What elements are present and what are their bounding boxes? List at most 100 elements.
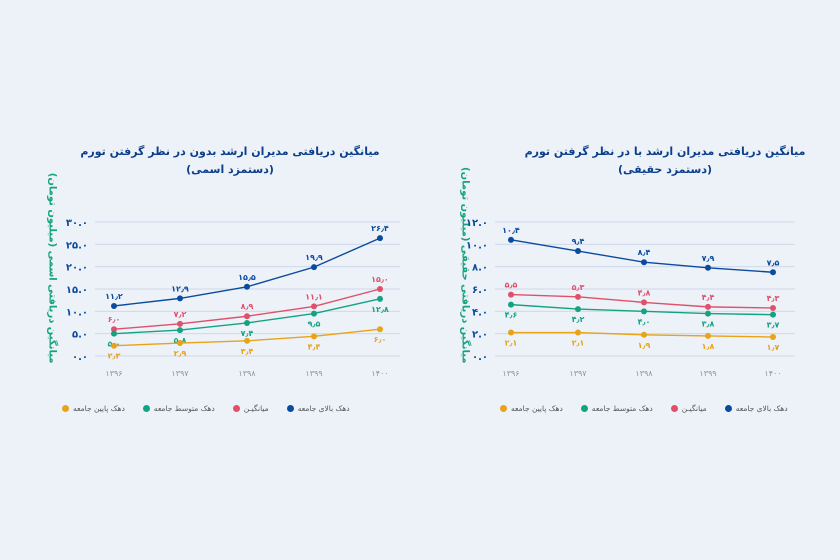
data-label: ۷٫۵: [767, 258, 780, 267]
y-tick-label: ۴.۰: [472, 307, 488, 318]
data-point: [641, 331, 647, 338]
left-chart-panel: میانگین دریافتی مدیران ارشد بدون در نظر …: [47, 143, 400, 413]
left-chart-title-line1: میانگین دریافتی مدیران ارشد بدون در نظر …: [80, 145, 380, 158]
data-point: [244, 337, 250, 344]
data-point: [575, 329, 581, 336]
data-label: ۱٫۸: [702, 342, 715, 351]
x-tick-label: ۱۳۹۶: [105, 369, 122, 378]
legend-item: دهک بالای جامعه: [286, 404, 350, 413]
data-point: [111, 302, 117, 309]
data-point: [508, 329, 514, 336]
data-label: ۲۶٫۴: [371, 224, 389, 233]
data-point: [770, 304, 776, 311]
right-chart-title-line2: (دستمزد حقیقی): [617, 163, 713, 176]
legend-item: دهک پایین جامعه: [62, 404, 125, 413]
y-tick-label: ۰.۰: [72, 352, 88, 363]
data-point: [311, 303, 317, 310]
data-label: ۲٫۳: [108, 352, 121, 361]
x-tick-label: ۱۳۹۹: [699, 369, 716, 378]
x-tick-label: ۱۳۹۸: [238, 369, 256, 378]
data-point: [377, 326, 383, 333]
legend-label: دهک متوسط جامعه: [591, 404, 653, 413]
data-label: ۱۹٫۹: [305, 253, 323, 262]
legend-dot-icon: [580, 405, 588, 412]
data-label: ۷٫۴: [241, 329, 254, 338]
data-label: ۸٫۴: [638, 248, 651, 257]
legend-label: میانگیـن: [681, 404, 707, 413]
data-point: [641, 259, 647, 266]
data-point: [377, 235, 383, 242]
x-tick-label: ۱۳۹۸: [635, 369, 653, 378]
left-line-chart: ۰.۰ ۵.۰ ۱۰.۰ ۱۵.۰ ۲۰.۰ ۲۵.۰ ۳۰.۰ ۱۳۹۶ ۱۳۹۷ ۱۳۹۸ ۱۳…: [66, 218, 400, 378]
data-label: ۴٫۴: [308, 342, 321, 351]
data-point: [508, 291, 514, 298]
data-point: [244, 313, 250, 320]
data-point: [244, 319, 250, 326]
legend-dot-icon: [142, 405, 150, 412]
legend-dot-icon: [724, 405, 732, 412]
x-tick-label: ۱۳۹۹: [305, 369, 322, 378]
data-point: [244, 283, 250, 290]
data-point: [641, 299, 647, 306]
data-label: ۲٫۹: [174, 349, 187, 358]
legend-dot-icon: [500, 405, 507, 412]
data-label: ۱۰٫۴: [502, 226, 520, 235]
data-point: [508, 301, 514, 308]
data-label: ۵٫۳: [572, 283, 585, 292]
data-label: ۳٫۴: [241, 347, 254, 356]
legend-label: دهک پایین جامعه: [73, 404, 125, 413]
legend-label: میانگیـن: [243, 404, 269, 413]
y-tick-label: ۲.۰: [472, 330, 488, 341]
x-tick-label: ۱۳۹۶: [502, 369, 519, 378]
legend-label: دهک متوسط جامعه: [153, 404, 215, 413]
data-label: ۱٫۷: [767, 343, 780, 352]
data-point: [575, 293, 581, 300]
data-label: ۴٫۳: [767, 294, 780, 303]
data-point: [177, 295, 183, 302]
data-label: ۴٫۸: [638, 288, 651, 297]
x-tick-label: ۱۴۰۰: [371, 369, 388, 378]
data-point: [705, 303, 711, 310]
legend-label: دهک بالای جامعه: [735, 404, 788, 413]
y-tick-label: ۲۰.۰: [66, 263, 88, 274]
data-label: ۷٫۲: [174, 310, 187, 319]
legend-item: دهک پایین جامعه: [500, 404, 563, 413]
y-tick-label: ۰.۰: [472, 352, 488, 363]
data-point: [311, 264, 317, 271]
legend-dot-icon: [670, 405, 678, 412]
data-point: [177, 340, 183, 347]
data-point: [705, 310, 711, 317]
y-tick-label: ۳۰.۰: [66, 218, 88, 229]
data-point: [575, 306, 581, 313]
data-label: ۴٫۰: [638, 317, 651, 326]
left-chart-title: میانگین دریافتی مدیران ارشد بدون در نظر …: [80, 143, 380, 179]
legend-dot-icon: [286, 405, 294, 412]
legend-item: میانگیـن: [670, 404, 707, 413]
legend-dot-icon: [232, 405, 240, 412]
legend-item: دهک متوسط جامعه: [580, 404, 653, 413]
x-tick-label: ۱۳۹۷: [171, 369, 189, 378]
data-point: [377, 295, 383, 302]
data-point: [177, 320, 183, 327]
y-tick-label: ۱۰.۰: [466, 240, 488, 251]
data-label: ۱۲٫۸: [371, 305, 389, 314]
legend-label: دهک پایین جامعه: [511, 404, 563, 413]
data-label: ۱۵٫۵: [238, 273, 256, 282]
data-point: [111, 330, 117, 337]
data-label: ۹٫۴: [572, 237, 585, 246]
left-chart-title-line2: (دستمزد اسمی): [186, 163, 274, 176]
legend-item: دهک بالای جامعه: [724, 404, 788, 413]
data-label: ۴٫۴: [702, 293, 715, 302]
left-chart-legend: دهک پایین جامعه دهک متوسط جامعه میانگیـن ده…: [62, 404, 350, 413]
data-point: [575, 248, 581, 255]
right-chart-legend: دهک پایین جامعه دهک متوسط جامعه میانگیـن ده…: [500, 404, 788, 413]
y-tick-label: ۵.۰: [72, 330, 88, 341]
x-tick-label: ۱۴۰۰: [764, 369, 781, 378]
data-point: [311, 333, 317, 340]
legend-label: دهک بالای جامعه: [297, 404, 350, 413]
data-point: [770, 269, 776, 276]
data-label: ۷٫۹: [702, 254, 715, 263]
right-chart-title-line1: میانگین دریافتی مدیران ارشد با در نظر گر…: [524, 145, 806, 158]
data-label: ۳٫۷: [767, 321, 780, 330]
data-point: [770, 334, 776, 341]
